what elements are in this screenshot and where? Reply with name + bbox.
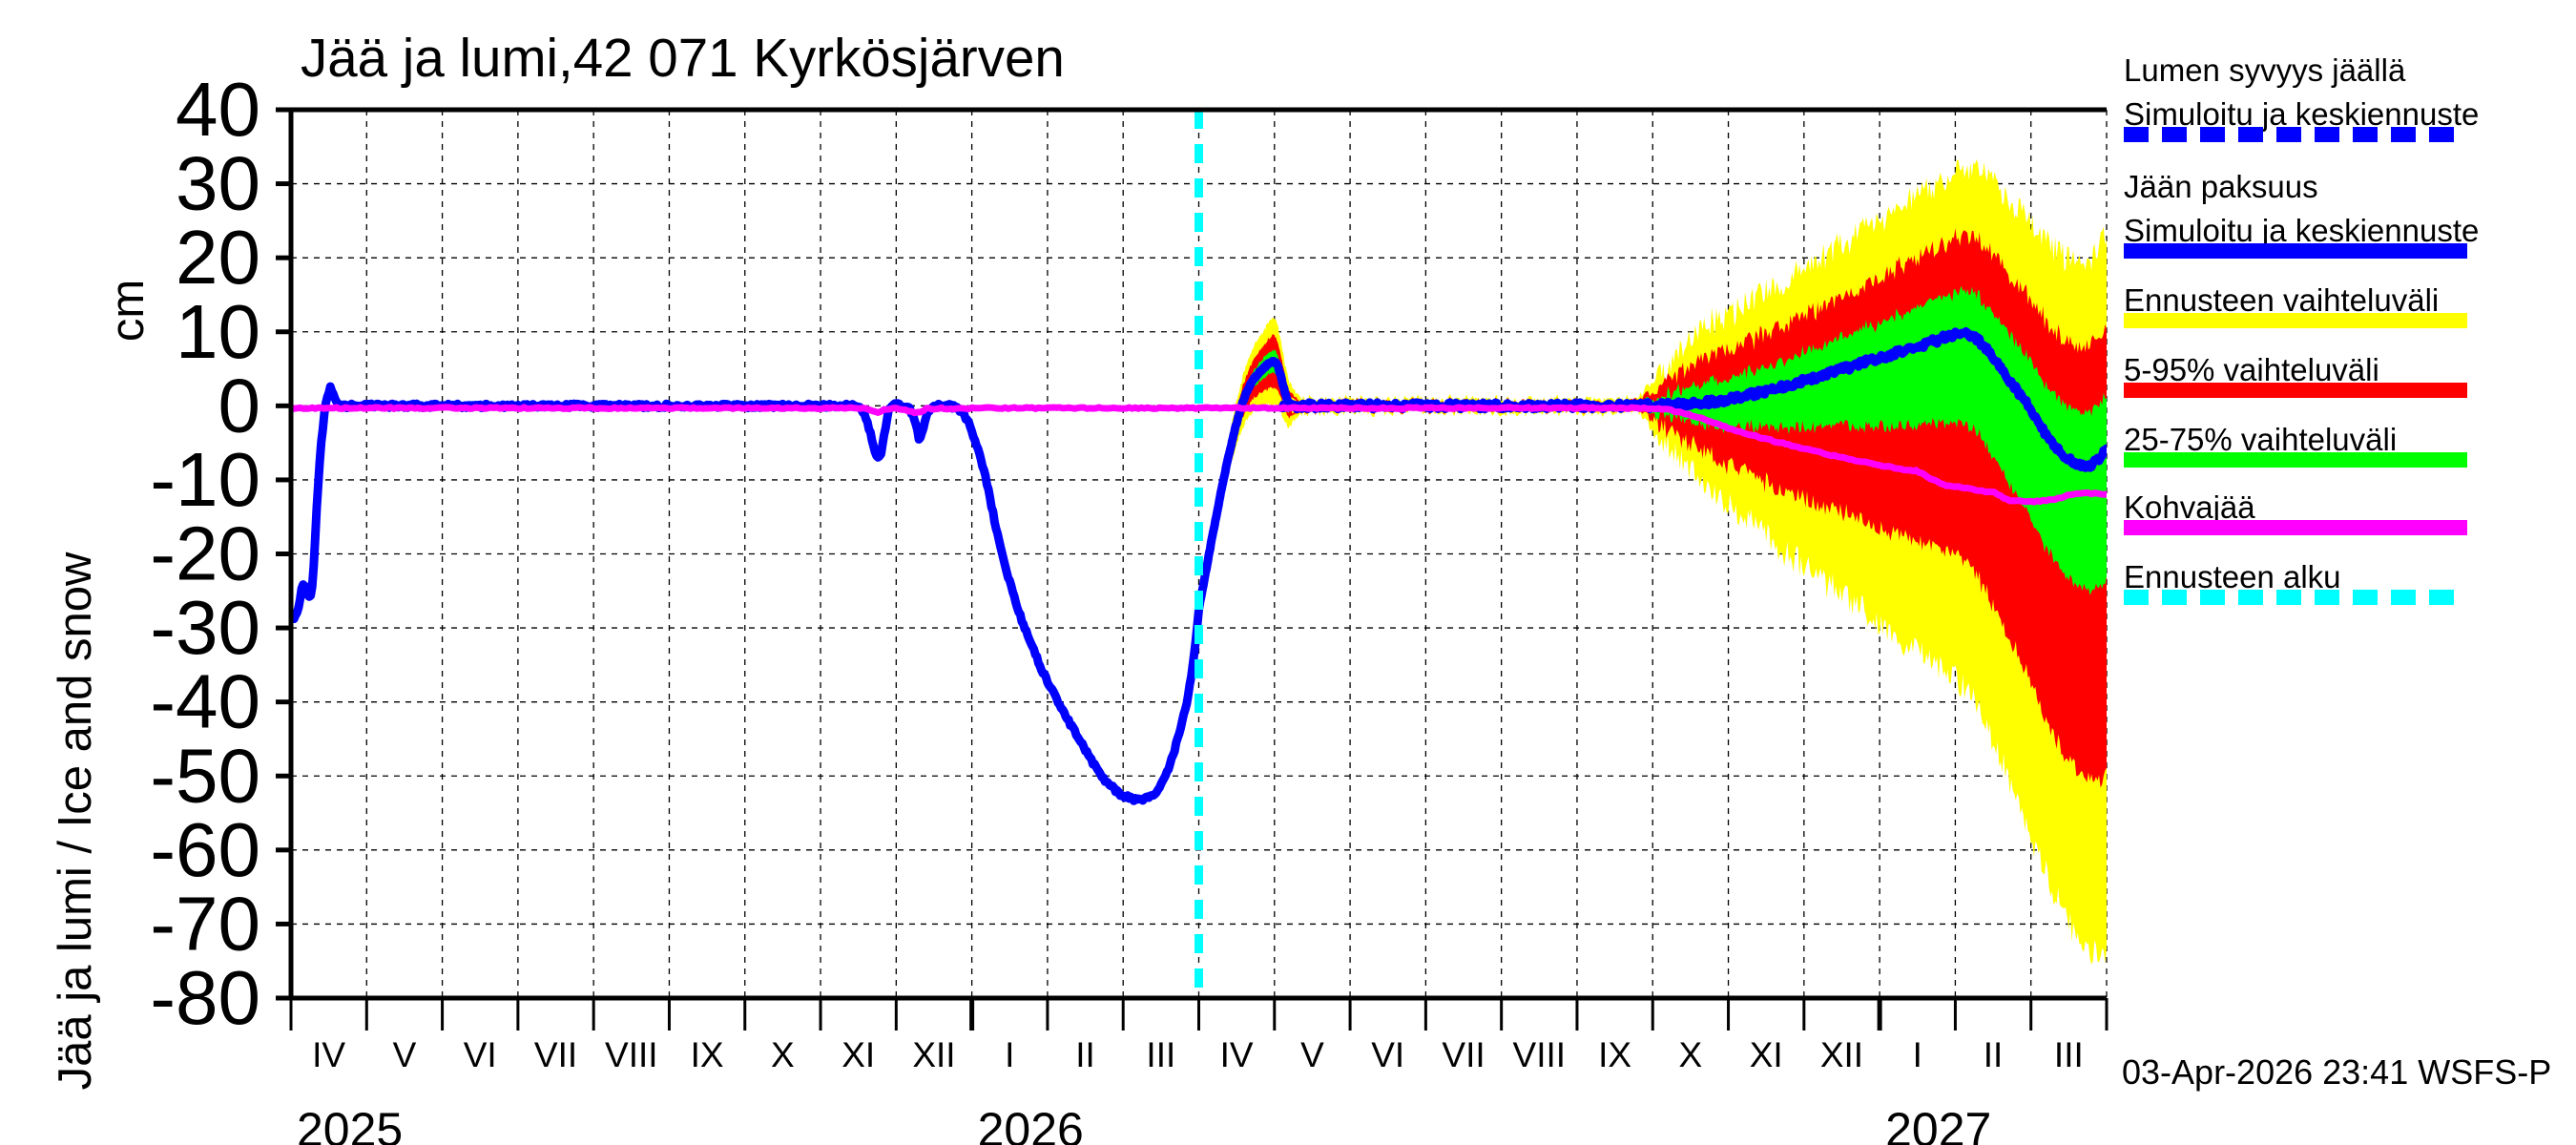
svg-text:VI: VI bbox=[464, 1035, 497, 1074]
svg-text:X: X bbox=[1679, 1035, 1703, 1074]
svg-text:X: X bbox=[771, 1035, 795, 1074]
svg-text:II: II bbox=[1075, 1035, 1095, 1074]
svg-text:40: 40 bbox=[176, 67, 260, 152]
svg-text:-80: -80 bbox=[150, 955, 260, 1040]
svg-text:IX: IX bbox=[691, 1035, 724, 1074]
svg-text:Jää ja lumi / Ice and snow: Jää ja lumi / Ice and snow bbox=[50, 552, 101, 1090]
svg-text:VIII: VIII bbox=[1513, 1035, 1567, 1074]
svg-text:-40: -40 bbox=[150, 659, 260, 744]
svg-text:Ennusteen alku: Ennusteen alku bbox=[2124, 559, 2341, 594]
svg-text:III: III bbox=[2054, 1035, 2084, 1074]
svg-text:-50: -50 bbox=[150, 733, 260, 818]
svg-text:cm: cm bbox=[102, 280, 154, 342]
svg-text:-20: -20 bbox=[150, 511, 260, 596]
svg-text:Lumen syvyys jäällä: Lumen syvyys jäällä bbox=[2124, 52, 2406, 88]
svg-text:-70: -70 bbox=[150, 881, 260, 966]
svg-text:XII: XII bbox=[1820, 1035, 1863, 1074]
svg-text:VI: VI bbox=[1371, 1035, 1404, 1074]
svg-text:Ennusteen vaihteluväli: Ennusteen vaihteluväli bbox=[2124, 282, 2439, 318]
svg-text:03-Apr-2026 23:41 WSFS-P: 03-Apr-2026 23:41 WSFS-P bbox=[2122, 1052, 2551, 1092]
svg-text:Simuloitu ja keskiennuste: Simuloitu ja keskiennuste bbox=[2124, 213, 2479, 248]
svg-text:IV: IV bbox=[1220, 1035, 1254, 1074]
svg-text:Simuloitu ja keskiennuste: Simuloitu ja keskiennuste bbox=[2124, 96, 2479, 132]
svg-text:10: 10 bbox=[176, 289, 260, 374]
svg-text:VII: VII bbox=[534, 1035, 577, 1074]
svg-text:Jään paksuus: Jään paksuus bbox=[2124, 169, 2318, 204]
svg-text:Kohvajää: Kohvajää bbox=[2124, 489, 2255, 525]
svg-text:0: 0 bbox=[218, 363, 261, 448]
svg-text:XI: XI bbox=[841, 1035, 875, 1074]
svg-text:Jää ja lumi,42 071 Kyrkösjärve: Jää ja lumi,42 071 Kyrkösjärven bbox=[301, 28, 1065, 88]
svg-text:2027: 2027 bbox=[1885, 1103, 1991, 1145]
svg-text:I: I bbox=[1913, 1035, 1922, 1074]
svg-text:-60: -60 bbox=[150, 807, 260, 892]
svg-text:I: I bbox=[1005, 1035, 1014, 1074]
svg-text:25-75% vaihteluväli: 25-75% vaihteluväli bbox=[2124, 422, 2397, 457]
svg-text:III: III bbox=[1146, 1035, 1175, 1074]
svg-text:IV: IV bbox=[312, 1035, 345, 1074]
svg-text:20: 20 bbox=[176, 215, 260, 300]
svg-text:VIII: VIII bbox=[605, 1035, 658, 1074]
svg-text:II: II bbox=[1984, 1035, 2004, 1074]
svg-text:30: 30 bbox=[176, 141, 260, 226]
svg-text:-30: -30 bbox=[150, 585, 260, 670]
svg-text:V: V bbox=[393, 1035, 417, 1074]
svg-text:-10: -10 bbox=[150, 437, 260, 522]
svg-text:2025: 2025 bbox=[297, 1103, 403, 1145]
svg-text:IX: IX bbox=[1598, 1035, 1631, 1074]
svg-text:V: V bbox=[1300, 1035, 1324, 1074]
svg-text:XII: XII bbox=[912, 1035, 955, 1074]
svg-text:VII: VII bbox=[1442, 1035, 1485, 1074]
svg-text:XI: XI bbox=[1750, 1035, 1783, 1074]
svg-text:2026: 2026 bbox=[978, 1103, 1084, 1145]
svg-text:5-95% vaihteluväli: 5-95% vaihteluväli bbox=[2124, 352, 2379, 387]
